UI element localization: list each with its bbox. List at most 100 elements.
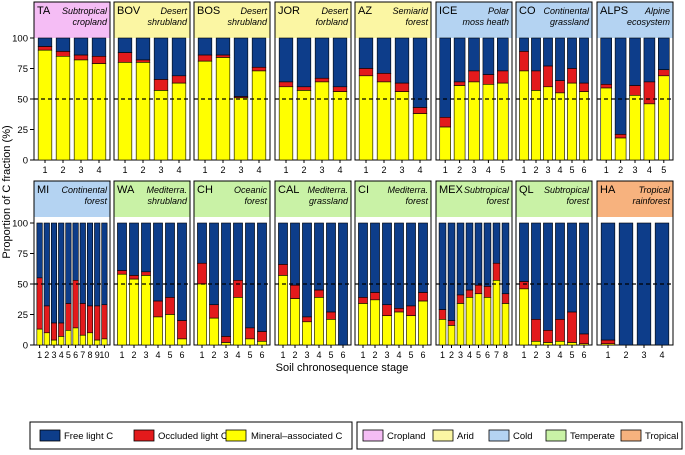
bar-mineral-ql-1 — [519, 288, 529, 346]
bar-occluded-cal-5 — [326, 311, 336, 320]
bar-mineral-mi-1 — [36, 328, 43, 346]
bar-occluded-ql-2 — [531, 319, 541, 342]
bar-occluded-ql-4 — [555, 319, 565, 342]
bar-free-ci-4 — [394, 222, 404, 309]
bar-free-mex-6 — [483, 222, 492, 287]
x-tick-label-mi-1: 1 — [37, 350, 42, 360]
bar-occluded-jor-1 — [278, 81, 294, 88]
bar-mineral-ice-4 — [482, 84, 495, 161]
bar-mineral-wa-5 — [165, 314, 175, 346]
x-tick-label-ql-1: 1 — [521, 350, 526, 360]
bar-free-az-3 — [394, 37, 410, 84]
bar-occluded-ch-3 — [221, 336, 231, 343]
x-tick-label-ice-3: 3 — [471, 165, 476, 175]
bar-occluded-ice-3 — [468, 70, 480, 83]
panel-header-wa — [114, 181, 190, 217]
bar-free-az-1 — [358, 37, 374, 69]
bar-free-alps-2 — [614, 37, 627, 135]
bar-mineral-mi-4 — [58, 336, 65, 346]
panel-header-mex — [436, 181, 512, 217]
panel-code-ci: CI — [358, 184, 369, 196]
bar-occluded-ice-1 — [439, 117, 451, 128]
bar-occluded-alps-4 — [643, 81, 656, 105]
bar-occluded-mi-5 — [65, 303, 72, 331]
bar-mineral-wa-1 — [117, 273, 127, 346]
x-tick-label-mi-6: 6 — [73, 350, 78, 360]
y-tick-label: 25 — [17, 125, 28, 136]
bar-occluded-ql-1 — [519, 281, 529, 290]
panel-site-name-alps: Alpine — [644, 6, 670, 16]
bar-mineral-ch-3 — [221, 342, 231, 346]
x-tick-label-wa-6: 6 — [179, 350, 184, 360]
panel-code-ch: CH — [197, 184, 213, 196]
panel-header-alps — [597, 2, 673, 38]
panel-site-name-ta: cropland — [72, 17, 108, 27]
bar-free-ql-4 — [555, 222, 565, 320]
y-tick-label: 100 — [12, 34, 28, 45]
x-tick-label-wa-5: 5 — [167, 350, 172, 360]
panel-site-name-az: forest — [405, 17, 428, 27]
x-tick-label-co-6: 6 — [581, 165, 586, 175]
bar-occluded-mi-2 — [43, 305, 50, 334]
bar-occluded-alps-2 — [614, 134, 627, 139]
bar-free-bos-1 — [197, 37, 213, 56]
bar-occluded-ch-5 — [245, 327, 255, 340]
bar-mineral-co-1 — [519, 70, 529, 161]
x-tick-label-ha-4: 4 — [659, 350, 664, 360]
bar-mineral-cal-3 — [302, 321, 312, 346]
x-axis-title: Soil chronosequence stage — [276, 362, 409, 374]
bar-occluded-cal-3 — [302, 316, 312, 323]
legend-label-tropical: Tropical — [645, 431, 678, 442]
bar-mineral-ice-3 — [468, 81, 480, 161]
panel-code-ice: ICE — [439, 5, 457, 17]
x-tick-label-ch-5: 5 — [247, 350, 252, 360]
bar-free-mi-4 — [58, 222, 65, 324]
x-tick-label-ch-4: 4 — [235, 350, 240, 360]
bar-mineral-cal-4 — [314, 297, 324, 346]
bar-mineral-mi-10 — [101, 338, 108, 346]
panel-frame-mi — [33, 180, 111, 346]
bar-occluded-mi-6 — [72, 280, 79, 329]
bar-free-mi-3 — [50, 222, 58, 324]
y-tick-label: 0 — [23, 156, 28, 167]
x-tick-label-jor-4: 4 — [337, 165, 342, 175]
x-tick-label-ql-4: 4 — [557, 350, 562, 360]
x-tick-label-wa-4: 4 — [155, 350, 160, 360]
panel-code-az: AZ — [358, 5, 372, 17]
bar-free-co-3 — [543, 37, 553, 67]
bar-free-mex-2 — [447, 222, 456, 321]
bar-mineral-wa-4 — [153, 316, 163, 346]
x-tick-label-bov-4: 4 — [176, 165, 181, 175]
legend-swatch-free — [39, 429, 61, 442]
bar-free-cal-4 — [314, 222, 324, 291]
panel-frame-wa — [113, 180, 191, 346]
panel-site-name-co: Continental — [543, 6, 590, 16]
bar-mineral-ch-6 — [257, 341, 267, 346]
legend-swatch-tropical — [620, 429, 642, 442]
bar-free-mi-7 — [79, 222, 86, 304]
x-tick-label-mi-3: 3 — [51, 350, 56, 360]
x-tick-label-az-4: 4 — [417, 165, 422, 175]
bar-free-alps-4 — [643, 37, 656, 83]
bar-free-co-2 — [531, 37, 541, 72]
bar-occluded-wa-2 — [129, 275, 139, 280]
panel-site-name-ql: Subtropical — [544, 185, 590, 195]
x-tick-label-az-1: 1 — [363, 165, 368, 175]
bar-mineral-jor-4 — [332, 91, 348, 161]
bar-free-mi-8 — [86, 222, 94, 307]
bar-free-ice-4 — [482, 37, 495, 75]
legend-swatch-cold — [488, 429, 510, 442]
bar-free-az-4 — [412, 37, 428, 108]
panel-site-name-az: Semiarid — [392, 6, 429, 16]
x-tick-label-ice-2: 2 — [457, 165, 462, 175]
panel-site-name-mex: forest — [486, 196, 509, 206]
bar-mineral-mi-5 — [65, 330, 72, 346]
bar-free-ta-3 — [73, 37, 89, 56]
bar-occluded-bos-2 — [215, 54, 231, 58]
bar-mineral-mi-8 — [86, 332, 94, 346]
legend-swatch-temperate — [545, 429, 567, 442]
x-tick-label-ci-6: 6 — [420, 350, 425, 360]
panel-site-name-wa: Mediterra. — [146, 185, 187, 195]
panel-code-jor: JOR — [278, 5, 300, 17]
x-tick-label-bos-2: 2 — [220, 165, 225, 175]
